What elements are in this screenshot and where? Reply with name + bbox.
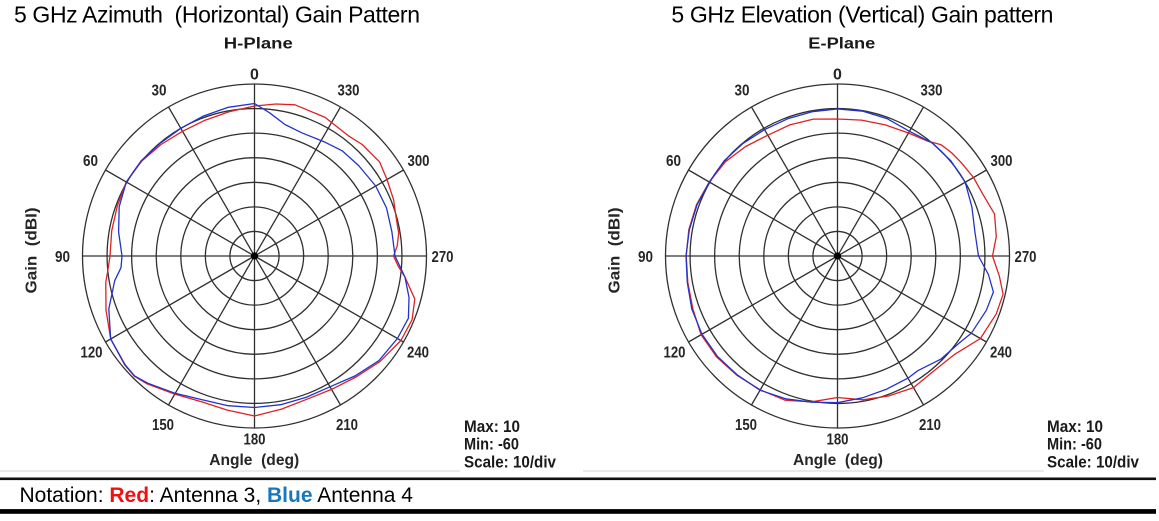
svg-text:Notation: Red: Antenna 3, Blue: Notation: Red: Antenna 3, Blue Antenna 4 [20,484,414,507]
svg-text:Gain (dBI): Gain (dBI) [24,208,41,294]
svg-text:270: 270 [1015,249,1037,266]
svg-text:240: 240 [990,344,1012,361]
svg-text:H-Plane: H-Plane [224,36,293,53]
svg-text:Scale: 10/div: Scale: 10/div [1047,452,1139,471]
svg-text:Gain (dBI): Gain (dBI) [607,208,624,294]
svg-text:0: 0 [833,66,842,83]
svg-text:Max: 10: Max: 10 [464,417,520,436]
svg-text:150: 150 [152,417,174,434]
svg-text:330: 330 [921,82,943,99]
svg-text:30: 30 [735,82,750,99]
svg-text:240: 240 [407,344,429,361]
svg-text:300: 300 [991,153,1013,170]
svg-text:120: 120 [664,344,686,361]
svg-text:Angle (deg): Angle (deg) [209,452,299,469]
svg-text:Min: -60: Min: -60 [1047,435,1102,454]
svg-text:180: 180 [244,431,266,448]
svg-text:E-Plane: E-Plane [808,36,875,53]
svg-text:210: 210 [336,417,358,434]
svg-text:5 GHz Elevation (Vertical) Gai: 5 GHz Elevation (Vertical) Gain pattern [671,2,1053,28]
svg-text:270: 270 [432,249,454,266]
svg-text:90: 90 [55,249,70,266]
svg-text:Max: 10: Max: 10 [1047,417,1103,436]
svg-text:330: 330 [338,82,360,99]
svg-text:180: 180 [827,431,849,448]
svg-text:Angle (deg): Angle (deg) [793,452,883,469]
svg-text:30: 30 [152,82,167,99]
svg-text:5 GHz Azimuth (Horizontal) Ga: 5 GHz Azimuth (Horizontal) Gain Pattern [14,2,420,28]
svg-text:300: 300 [408,153,430,170]
svg-text:150: 150 [735,417,757,434]
svg-text:Min: -60: Min: -60 [464,435,519,454]
svg-text:60: 60 [83,153,98,170]
svg-text:0: 0 [250,66,259,83]
svg-text:90: 90 [638,249,653,266]
svg-text:60: 60 [666,153,681,170]
svg-text:120: 120 [81,344,103,361]
svg-text:210: 210 [919,417,941,434]
svg-text:Scale: 10/div: Scale: 10/div [464,452,556,471]
